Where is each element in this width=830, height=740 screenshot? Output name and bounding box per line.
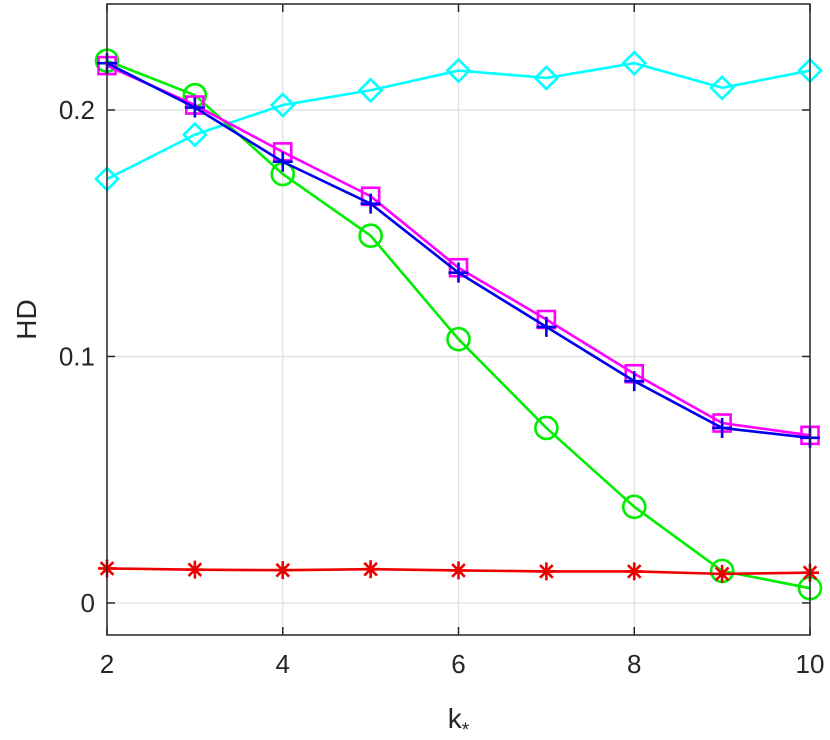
data-point-asterisk — [449, 561, 468, 580]
data-point-circle — [358, 223, 383, 248]
data-point-diamond — [621, 50, 648, 76]
data-point-circle — [621, 494, 647, 520]
data-point-asterisk — [713, 564, 732, 583]
data-point-asterisk — [361, 560, 380, 579]
data-point-diamond — [357, 77, 384, 104]
x-tick-label: 6 — [451, 649, 465, 679]
data-point-diamond — [182, 121, 208, 148]
data-point-plus — [360, 193, 381, 214]
data-point-diamond — [533, 65, 560, 91]
data-point-diamond — [709, 74, 735, 101]
series-group — [94, 48, 823, 601]
data-point-asterisk — [537, 562, 556, 581]
y-tick-label: 0.1 — [59, 341, 95, 371]
data-point-asterisk — [185, 560, 204, 579]
data-point-plus — [624, 371, 645, 392]
data-point-plus — [448, 262, 469, 283]
axis-ticks: 2 4 6 8 10 0 0.1 0.2 — [59, 4, 825, 679]
data-point-plus — [712, 417, 733, 438]
data-point-diamond — [445, 57, 472, 84]
data-point-asterisk — [625, 562, 644, 581]
x-tick-label: 4 — [276, 649, 290, 679]
y-tick-label: 0 — [81, 588, 95, 618]
data-point-circle — [446, 326, 471, 352]
data-point-diamond — [269, 92, 296, 118]
data-point-circle — [534, 415, 559, 441]
y-tick-label: 0.2 — [59, 95, 95, 125]
data-point-asterisk — [273, 561, 292, 580]
x-tick-label: 2 — [100, 649, 114, 679]
data-point-plus — [536, 316, 557, 337]
x-tick-label: 8 — [627, 649, 641, 679]
data-point-plus — [184, 97, 205, 118]
x-axis-label: k* — [448, 703, 470, 740]
grid — [106, 4, 811, 635]
y-axis-label: HD — [11, 299, 42, 339]
data-point-plus — [272, 151, 293, 172]
x-tick-label: 10 — [796, 649, 825, 679]
